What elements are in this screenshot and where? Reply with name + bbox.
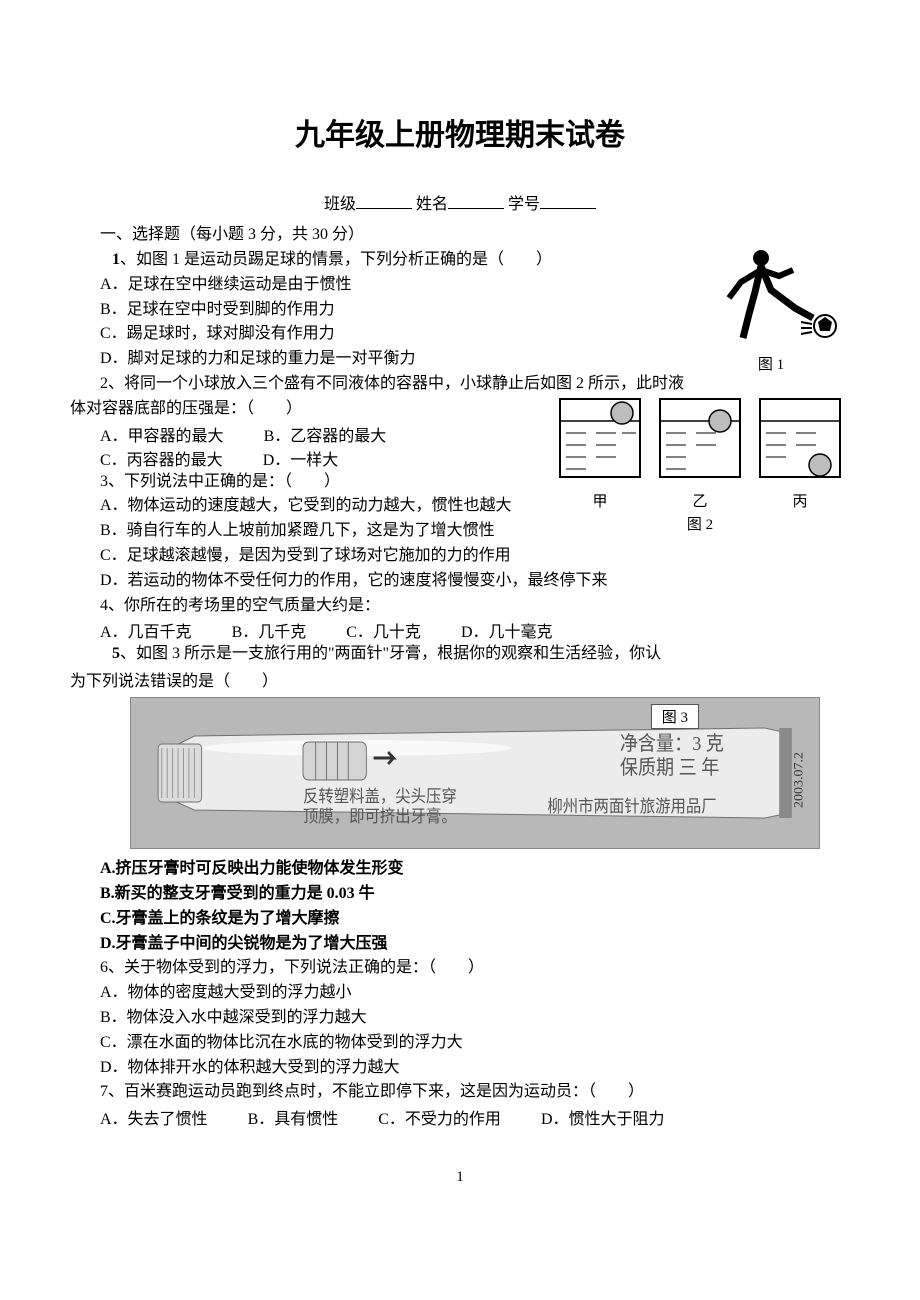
q5-options: A.挤压牙膏时可反映出力能使物体发生形变 B.新买的整支牙膏受到的重力是 0.0… (100, 857, 850, 956)
figure-3-caption: 图 3 (651, 704, 699, 729)
three-containers-icon (550, 395, 850, 487)
q2-opt-c: C．丙容器的最大 (100, 446, 223, 470)
page-number: 1 (70, 1169, 850, 1186)
q5-opt-a: A.挤压牙膏时可反映出力能使物体发生形变 (100, 857, 850, 882)
svg-text:保质期 三 年: 保质期 三 年 (620, 756, 720, 779)
figure-3: 图 3 净含量：3 克 保质期 (130, 697, 820, 849)
q5-text: 、如图 3 所示是一支旅行用的"两面针"牙膏，根据你的观察和生活经验，你认 (120, 645, 661, 662)
svg-text:净含量：3 克: 净含量：3 克 (620, 732, 724, 755)
q7-options: A．失去了惯性 B．具有惯性 C．不受力的作用 D．惯性大于阻力 (100, 1105, 850, 1129)
q6-opt-c: C．漂在水面的物体比沉在水底的物体受到的浮力大 (100, 1031, 850, 1056)
q2-stem-line1: 2、将同一个小球放入三个盛有不同液体的容器中，小球静止后如图 2 所示，此时液 (100, 372, 850, 397)
q4-opt-d: D．几十毫克 (461, 618, 553, 642)
q2-opt-a: A．甲容器的最大 (100, 422, 224, 446)
q7-opt-b: B．具有惯性 (248, 1105, 339, 1129)
q2-opt-b: B．乙容器的最大 (264, 422, 387, 446)
q6-options: A．物体的密度越大受到的浮力越小 B．物体没入水中越深受到的浮力越大 C．漂在水… (100, 981, 850, 1080)
q2-opt-d: D．一样大 (263, 446, 339, 470)
q5-opt-b: B.新买的整支牙膏受到的重力是 0.03 牛 (100, 882, 850, 907)
id-label: 学号 (508, 196, 540, 213)
soccer-player-icon (701, 242, 841, 352)
fig2-label-a: 甲 (592, 490, 607, 511)
q4-opt-c: C．几十克 (346, 618, 421, 642)
q5-number: 5 (112, 645, 120, 662)
q5-opt-d: D.牙膏盖子中间的尖锐物是为了增大压强 (100, 932, 850, 957)
fig2-label-c: 丙 (792, 490, 807, 511)
q3-opt-d: D．若运动的物体不受任何力的作用，它的速度将慢慢变小，最终停下来 (100, 569, 850, 594)
q5-stem-line1: 5、如图 3 所示是一支旅行用的"两面针"牙膏，根据你的观察和生活经验，你认 (112, 642, 850, 667)
class-blank[interactable] (356, 192, 412, 209)
q7-stem: 7、百米赛跑运动员跑到终点时，不能立即停下来，这是因为运动员：（ ） (100, 1080, 850, 1105)
q5-opt-c: C.牙膏盖上的条纹是为了增大摩擦 (100, 907, 850, 932)
student-info-line: 班级 姓名 学号 (70, 190, 850, 214)
q7-opt-c: C．不受力的作用 (378, 1105, 501, 1129)
q4-options: A．几百千克 B．几千克 C．几十克 D．几十毫克 (100, 618, 850, 642)
class-label: 班级 (324, 196, 356, 213)
toothpaste-photo-icon: 净含量：3 克 保质期 三 年 反转塑料盖，尖头压穿 顶膜，即可挤出牙膏。 柳州… (131, 698, 819, 848)
figure-1-caption: 图 1 (696, 353, 846, 374)
q6-stem: 6、关于物体受到的浮力，下列说法正确的是：（ ） (100, 956, 850, 981)
page-title: 九年级上册物理期末试卷 (70, 110, 850, 154)
id-blank[interactable] (540, 192, 596, 209)
q7-opt-a: A．失去了惯性 (100, 1105, 208, 1129)
q4-stem: 4、你所在的考场里的空气质量大约是： (100, 594, 850, 619)
q3-opt-c: C．足球越滚越慢，是因为受到了球场对它施加的力的作用 (100, 544, 850, 569)
svg-text:顶膜，即可挤出牙膏。: 顶膜，即可挤出牙膏。 (303, 806, 457, 826)
name-label: 姓名 (416, 196, 448, 213)
figure-2-caption: 图 2 (550, 513, 850, 534)
figure-2: 甲 乙 丙 图 2 (550, 395, 850, 534)
q4-opt-b: B．几千克 (232, 618, 307, 642)
q5-stem-line2: 为下列说法错误的是（ ） (70, 667, 850, 691)
svg-text:反转塑料盖，尖头压穿: 反转塑料盖，尖头压穿 (303, 787, 457, 806)
q6-opt-b: B．物体没入水中越深受到的浮力越大 (100, 1006, 850, 1031)
q6-opt-d: D．物体排开水的体积越大受到的浮力越大 (100, 1056, 850, 1081)
name-blank[interactable] (448, 192, 504, 209)
q1-text: 、如图 1 是运动员踢足球的情景，下列分析正确的是（ ） (120, 251, 552, 268)
svg-text:柳州市两面针旅游用品厂: 柳州市两面针旅游用品厂 (547, 797, 716, 816)
q1-number: 1 (112, 251, 120, 268)
q7-opt-d: D．惯性大于阻力 (541, 1105, 665, 1129)
q6-opt-a: A．物体的密度越大受到的浮力越小 (100, 981, 850, 1006)
fig2-label-b: 乙 (692, 490, 707, 511)
figure-1: 图 1 (696, 242, 846, 374)
svg-text:2003.07.2: 2003.07.2 (791, 752, 805, 808)
section-1-heading: 一、选择题（每小题 3 分，共 30 分） (100, 220, 850, 244)
q4-opt-a: A．几百千克 (100, 618, 192, 642)
